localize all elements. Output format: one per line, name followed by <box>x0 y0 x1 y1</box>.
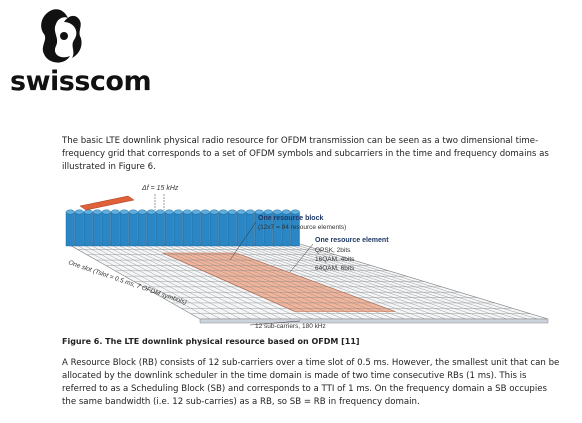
subcarrier <box>92 211 102 247</box>
subcarrier <box>164 211 174 247</box>
subcarrier-top <box>227 209 237 215</box>
grid-diagram <box>65 194 549 326</box>
subcarrier-top <box>254 209 264 215</box>
subcarrier-top <box>137 209 147 215</box>
subcarrier-top <box>119 209 129 215</box>
subcarrier <box>191 211 201 247</box>
subcarrier-top <box>191 209 201 215</box>
spacing-label: Δf = 15 kHz <box>141 185 179 192</box>
block-detail: (12x7 = 84 resource elements) <box>258 224 346 231</box>
subcarrier-top <box>74 209 84 215</box>
subcarrier-top <box>128 209 138 215</box>
subcarrier-top <box>92 209 102 215</box>
subcarrier <box>101 211 111 247</box>
subcarrier <box>110 211 120 247</box>
subcarrier-top <box>173 209 183 215</box>
subcarrier <box>245 211 255 247</box>
resource-element-slab <box>79 195 135 211</box>
subcarrier <box>218 211 228 247</box>
subcarrier-label: 12 sub-carriers, 180 kHz <box>255 323 326 330</box>
modulation: 16QAM, 4bits <box>315 256 355 263</box>
subcarrier-top <box>281 209 291 215</box>
subcarrier-top <box>263 209 273 215</box>
grid-edge <box>199 318 549 324</box>
subcarrier-top <box>101 209 111 215</box>
subcarrier-top <box>83 209 93 215</box>
subcarrier-top <box>272 209 282 215</box>
block-title: One resource block <box>258 215 323 222</box>
subcarrier-top <box>155 209 165 215</box>
subcarrier <box>146 211 156 247</box>
subcarrier <box>155 211 165 247</box>
subcarrier <box>236 211 246 247</box>
subcarrier-top <box>290 209 300 215</box>
logo-text: swisscom <box>10 66 152 97</box>
subcarrier <box>74 211 84 247</box>
subcarrier-top <box>218 209 228 215</box>
intro-paragraph: The basic LTE downlink physical radio re… <box>62 136 549 172</box>
logo-icon <box>41 9 82 63</box>
subcarrier <box>227 211 237 247</box>
subcarrier-top <box>245 209 255 215</box>
subcarrier-top <box>65 209 75 215</box>
leader <box>249 320 301 326</box>
modulation: 64QAM, 6bits <box>315 265 355 272</box>
subcarrier-top <box>200 209 210 215</box>
subcarrier <box>65 211 75 247</box>
subcarrier <box>128 211 138 247</box>
element-title: One resource element <box>315 237 389 244</box>
subcarrier-top <box>164 209 174 215</box>
subcarrier <box>137 211 147 247</box>
subcarrier <box>83 211 93 247</box>
subcarrier-top <box>146 209 156 215</box>
subcarrier <box>200 211 210 247</box>
subcarrier-top <box>182 209 192 215</box>
subcarrier <box>173 211 183 247</box>
body-paragraph: A Resource Block (RB) consists of 12 sub… <box>62 358 560 407</box>
subcarrier-top <box>236 209 246 215</box>
figure: Δf = 15 kHz One resource block (12x7 = 8… <box>65 185 549 330</box>
subcarrier <box>209 211 219 247</box>
leader <box>229 221 257 261</box>
subcarrier-top <box>110 209 120 215</box>
resource-block <box>162 252 396 312</box>
subcarrier <box>119 211 129 247</box>
subcarrier-top <box>209 209 219 215</box>
modulation: QPSK, 2bits <box>315 247 351 254</box>
leader <box>289 243 314 273</box>
figure-caption: Figure 6. The LTE downlink physical reso… <box>62 337 360 346</box>
subcarrier <box>182 211 192 247</box>
